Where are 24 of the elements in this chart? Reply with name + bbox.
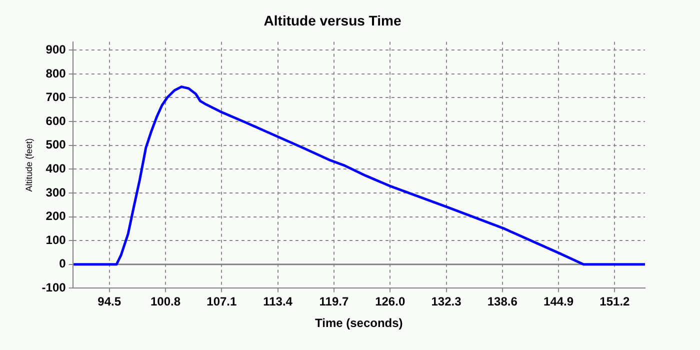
x-tick-label: 126.0 [375,294,406,309]
y-tick-label: 900 [46,42,66,56]
y-tick-label: 300 [46,185,66,200]
x-tick-label: 144.9 [544,294,574,309]
x-tick-label: 151.2 [600,294,630,309]
y-tick-label: -100 [42,280,66,295]
y-tick-label: 700 [46,90,66,104]
x-tick-label: 94.5 [98,294,122,309]
y-tick-label: 100 [46,232,66,247]
chart-title: Altitude versus Time [264,12,402,28]
x-tick-label: 119.7 [319,294,349,309]
y-tick-label: 800 [46,66,66,80]
x-tick-label: 107.1 [206,294,237,309]
y-tick-label: 200 [46,209,66,224]
y-tick-label: 500 [46,138,66,152]
y-tick-label: 0 [59,256,66,271]
y-tick-label: 400 [46,161,66,176]
x-tick-label: 132.3 [431,294,462,309]
x-tick-label: 138.6 [487,294,518,309]
x-axis-title: Time (seconds) [315,316,403,330]
y-axis-title: Altitude (feet) [24,138,34,192]
x-tick-label: 100.8 [150,294,181,309]
x-tick-label: 113.4 [263,294,293,309]
y-tick-label: 600 [46,114,66,128]
